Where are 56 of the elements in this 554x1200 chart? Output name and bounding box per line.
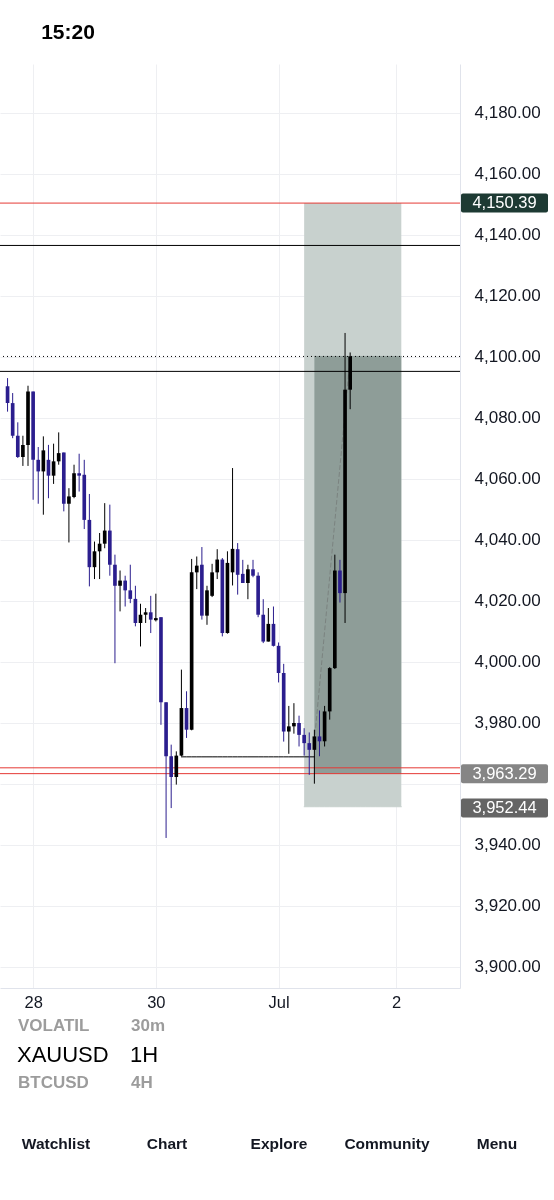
text: BTCUSD xyxy=(18,1073,89,1092)
ref-line-label: 3,963.29 xyxy=(472,763,537,782)
x-tick-label: Jul xyxy=(268,992,290,1011)
candlestick xyxy=(246,564,250,600)
text: 30m xyxy=(131,1016,166,1035)
y-tick-label: 3,940.00 xyxy=(474,835,541,855)
candlestick xyxy=(36,446,41,505)
y-tick-label: 4,100.00 xyxy=(474,347,541,367)
y-tick-label: 4,040.00 xyxy=(474,530,541,550)
candlestick xyxy=(174,750,179,786)
candlestick xyxy=(15,421,20,459)
candlestick xyxy=(102,502,107,549)
y-tick-label: 4,180.00 xyxy=(474,103,541,123)
candlestick xyxy=(154,593,158,622)
y-tick-label: 4,140.00 xyxy=(474,225,541,245)
y-tick-label: 4,160.00 xyxy=(474,164,541,184)
y-tick-label: 4,080.00 xyxy=(474,408,541,428)
candlestick xyxy=(169,744,174,809)
candlestick xyxy=(21,435,25,467)
candlestick xyxy=(302,727,306,757)
y-tick-label: 4,060.00 xyxy=(474,469,541,489)
candlestick xyxy=(123,575,127,608)
candlestick xyxy=(338,559,342,604)
x-tick-label: 28 xyxy=(24,992,43,1011)
x-tick-label: 30 xyxy=(147,992,166,1011)
y-tick-label: 4,120.00 xyxy=(474,286,541,306)
candlestick xyxy=(297,715,301,747)
y-tick-label: 3,900.00 xyxy=(474,957,541,977)
text: Menu xyxy=(476,1135,518,1152)
y-tick-label: 3,980.00 xyxy=(474,713,541,733)
text: 1H xyxy=(130,1042,159,1067)
candlestick xyxy=(194,556,199,590)
y-tick-label: 4,000.00 xyxy=(474,652,541,672)
text: 3,952.44 xyxy=(472,798,537,816)
candlestick xyxy=(56,431,61,466)
text: 15:20 xyxy=(41,20,95,43)
text: Chart xyxy=(146,1135,188,1152)
candlestick xyxy=(251,559,255,578)
y-tick-label: 4,020.00 xyxy=(474,591,541,611)
x-tick-label: 2 xyxy=(392,992,402,1011)
candlestick xyxy=(292,702,296,735)
ref-line-label: 4,150.39 xyxy=(472,193,537,212)
text: Explore xyxy=(250,1135,308,1152)
text: 4H xyxy=(131,1073,153,1092)
candlestick xyxy=(118,570,122,612)
candlestick xyxy=(307,731,312,776)
candlestick xyxy=(148,595,153,634)
text: XAUUSD xyxy=(17,1042,109,1067)
candlestick xyxy=(286,705,291,755)
candlestick xyxy=(128,564,133,604)
y-tick-label: 3,920.00 xyxy=(474,896,541,916)
text: VOLATIL xyxy=(18,1016,90,1035)
candlestick xyxy=(113,554,117,664)
candlestick xyxy=(215,548,220,580)
text: Watchlist xyxy=(21,1135,91,1152)
text: Community xyxy=(344,1135,430,1152)
